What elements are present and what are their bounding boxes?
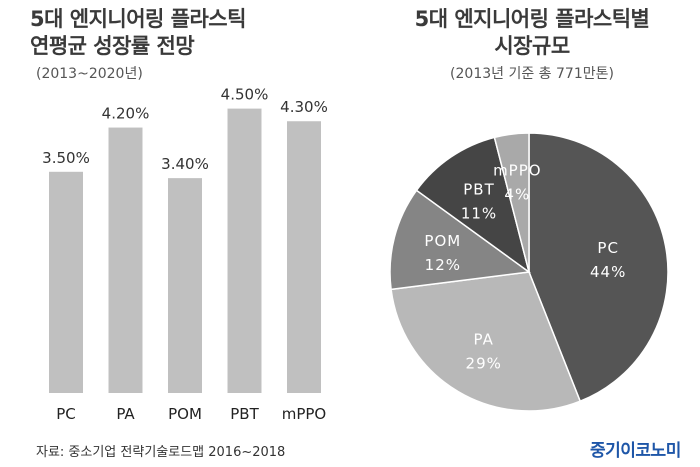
bar-pa bbox=[108, 127, 143, 393]
bar-pom bbox=[168, 178, 202, 393]
pie-category-label: mPPO bbox=[493, 162, 542, 180]
bar-value-label: 3.50% bbox=[42, 149, 90, 167]
bar-category-label: PC bbox=[56, 405, 76, 423]
bar-value-label: 4.30% bbox=[280, 98, 328, 116]
bar-chart-title-line2: 연평균 성장률 전망 bbox=[30, 34, 195, 58]
bar-value-label: 4.50% bbox=[221, 86, 269, 104]
pie-value-label: 12% bbox=[425, 256, 461, 274]
bar-pc bbox=[49, 171, 83, 393]
pie-slice-pa bbox=[390, 271, 582, 412]
bar-category-label: mPPO bbox=[282, 405, 327, 423]
pie-category-label: PC bbox=[597, 239, 619, 257]
pie-chart-subtitle: (2013년 기준 총 771만톤) bbox=[450, 66, 614, 82]
pie-category-label: PA bbox=[474, 331, 494, 349]
pie-slice-pbt bbox=[415, 136, 531, 274]
source-note: 자료: 중소기업 전략기술로드맵 2016~2018 bbox=[36, 445, 286, 460]
pie-category-label: POM bbox=[424, 232, 461, 250]
pie-category-label: PBT bbox=[463, 180, 495, 198]
bar-mppo bbox=[287, 121, 321, 394]
pie-slice-pc bbox=[528, 132, 669, 403]
bar-chart-subtitle: (2013~2020년) bbox=[36, 66, 143, 82]
pie-value-label: 11% bbox=[461, 204, 497, 222]
bar-value-label: 3.40% bbox=[161, 155, 209, 173]
bar-category-label: POM bbox=[168, 405, 202, 423]
bar-value-label: 4.20% bbox=[102, 105, 150, 123]
bar-category-label: PA bbox=[116, 405, 135, 423]
bar-chart-title-line1: 5대 엔지니어링 플라스틱 bbox=[30, 7, 246, 31]
pie-chart-title: 5대 엔지니어링 플라스틱별 시장규모 bbox=[376, 6, 688, 60]
pie-slice-pom bbox=[389, 189, 531, 291]
brand-logo: 중기이코노미 bbox=[590, 441, 681, 461]
pie-slice-mppo bbox=[493, 132, 530, 273]
pie-chart-title-line1: 5대 엔지니어링 플라스틱별 bbox=[414, 7, 650, 31]
pie-value-label: 29% bbox=[466, 355, 502, 373]
pie-value-label: 44% bbox=[590, 263, 626, 281]
bar-pbt bbox=[227, 108, 262, 393]
bar-chart-title: 5대 엔지니어링 플라스틱 연평균 성장률 전망 bbox=[30, 6, 246, 60]
bar-category-label: PBT bbox=[230, 405, 259, 423]
bar-chart: 3.50% PC 4.20% PA 3.40% POM 4.50% PBT 4.30% mPPO bbox=[42, 86, 328, 423]
pie-value-label: 4% bbox=[504, 186, 530, 204]
pie-chart-title-line2: 시장규모 bbox=[494, 34, 570, 58]
